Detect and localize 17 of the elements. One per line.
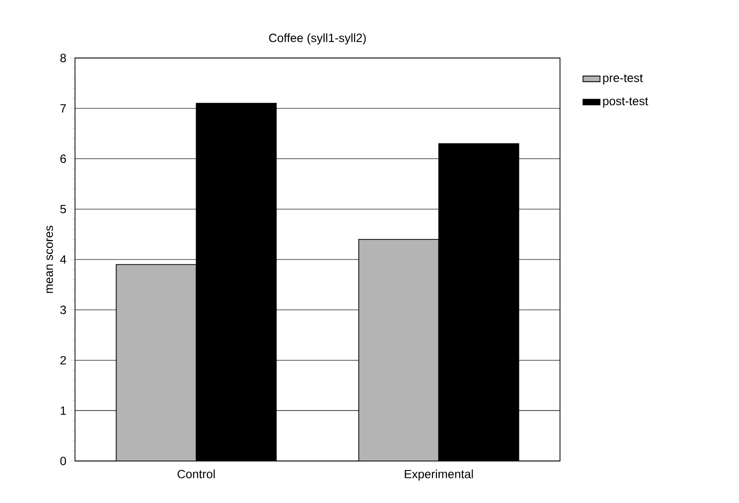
y-tick-label: 2 bbox=[60, 356, 66, 364]
y-tick-label: 7 bbox=[60, 104, 66, 112]
chart-title: Coffee (syll1-syll2) bbox=[269, 33, 366, 44]
y-tick-label: 1 bbox=[60, 406, 66, 415]
legend-label: pre-test bbox=[603, 74, 643, 84]
y-axis-title: mean scores bbox=[46, 226, 53, 293]
y-tick-label: 4 bbox=[60, 255, 66, 264]
y-tick-label: 6 bbox=[60, 154, 66, 163]
x-tick-label: Experimental bbox=[404, 470, 473, 481]
bar bbox=[116, 264, 197, 461]
y-tick-label: 0 bbox=[60, 456, 66, 466]
legend-label: post-test bbox=[603, 97, 648, 108]
y-tick-label: 8 bbox=[60, 54, 66, 62]
y-tick-label: 3 bbox=[60, 306, 66, 314]
y-tick-label: 5 bbox=[60, 204, 66, 214]
bar bbox=[358, 238, 440, 461]
x-tick-label: Control bbox=[178, 470, 215, 478]
